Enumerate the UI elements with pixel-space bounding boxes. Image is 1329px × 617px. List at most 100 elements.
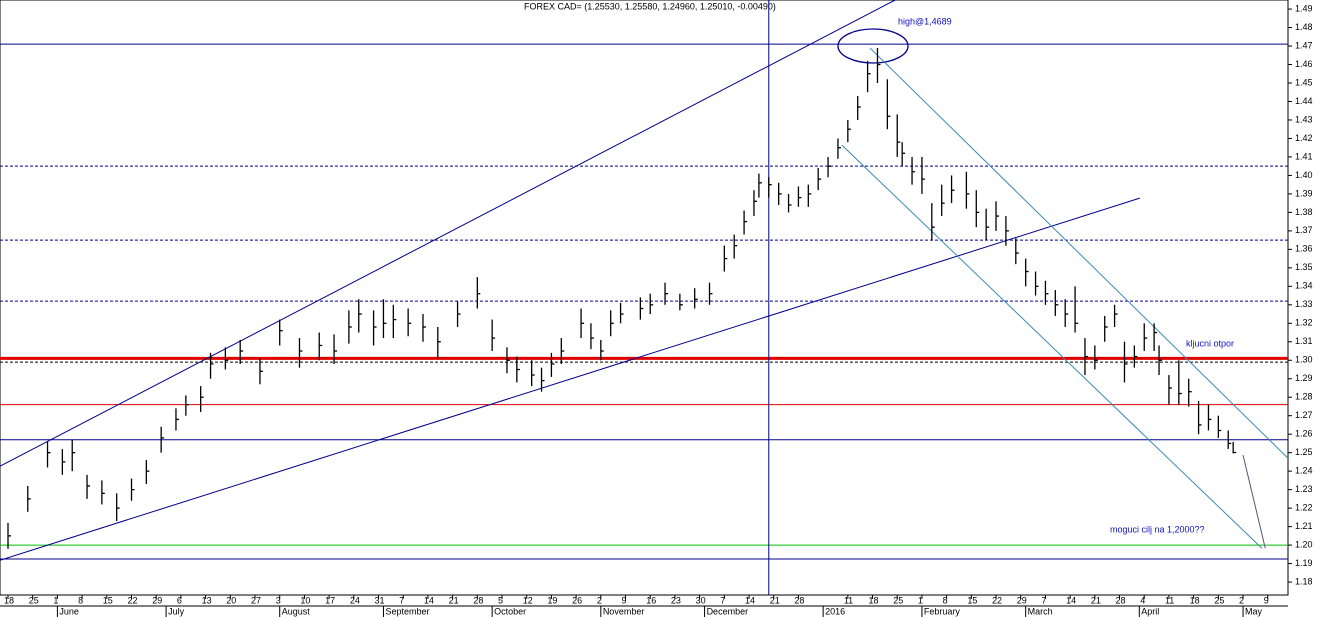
y-tick-label: 1.25: [1295, 447, 1313, 457]
x-tick-label: 1: [918, 595, 923, 605]
x-tick-label: 17: [325, 595, 335, 605]
x-tick-label: 18: [1190, 595, 1200, 605]
x-tick-label: 11: [1165, 595, 1174, 605]
x-tick-label: 14: [1066, 595, 1076, 605]
x-tick-label: 11: [844, 595, 853, 605]
x-tick-label: 13: [202, 595, 212, 605]
month-label: November: [603, 606, 645, 616]
y-tick-label: 1.29: [1295, 373, 1313, 383]
x-tick-label: 2: [597, 595, 602, 605]
x-tick-label: 21: [1091, 595, 1101, 605]
y-tick-label: 1.38: [1295, 207, 1313, 217]
y-tick-label: 1.49: [1295, 3, 1313, 13]
x-tick-label: 18: [869, 595, 879, 605]
x-tick-label: 21: [449, 595, 459, 605]
x-tick-label: 3: [276, 595, 281, 605]
x-tick-label: 2: [1239, 595, 1244, 605]
x-tick-label: 16: [646, 595, 656, 605]
x-tick-label: 26: [572, 595, 582, 605]
x-tick-label: 9: [1264, 595, 1269, 605]
x-tick-label: 19: [547, 595, 557, 605]
trend-line: [0, 197, 1140, 561]
y-tick-label: 1.22: [1295, 503, 1313, 513]
y-tick-label: 1.35: [1295, 262, 1313, 272]
month-label: July: [168, 606, 185, 616]
annotation: kljucni otpor: [1186, 338, 1234, 348]
x-tick-label: 15: [967, 595, 977, 605]
y-tick-label: 1.30: [1295, 355, 1313, 365]
x-tick-label: 7: [399, 595, 404, 605]
month-label: September: [385, 606, 429, 616]
trend-line: [841, 144, 1263, 549]
x-tick-label: 28: [1116, 595, 1126, 605]
y-tick-label: 1.44: [1295, 96, 1313, 106]
x-tick-label: 15: [103, 595, 113, 605]
y-tick-label: 1.19: [1295, 558, 1313, 568]
x-tick-label: 22: [128, 595, 138, 605]
chart-title: FOREX CAD= (1.25530, 1.25580, 1.24960, 1…: [524, 1, 776, 11]
x-tick-label: 29: [1017, 595, 1027, 605]
month-label: October: [494, 606, 526, 616]
x-tick-label: 27: [251, 595, 261, 605]
x-tick-label: 4: [1140, 595, 1145, 605]
y-tick-label: 1.33: [1295, 299, 1313, 309]
x-tick-label: 9: [622, 595, 627, 605]
y-tick-label: 1.37: [1295, 225, 1313, 235]
y-tick-label: 1.47: [1295, 40, 1313, 50]
month-label: August: [282, 606, 311, 616]
y-tick-label: 1.23: [1295, 484, 1313, 494]
annotation: moguci cilj na 1,2000??: [1110, 524, 1205, 534]
x-tick-label: 28: [794, 595, 804, 605]
x-tick-label: 22: [992, 595, 1002, 605]
x-tick-label: 31: [375, 595, 385, 605]
x-tick-label: 28: [473, 595, 483, 605]
y-tick-label: 1.48: [1295, 22, 1313, 32]
high-circle: [837, 28, 909, 64]
x-tick-label: 6: [177, 595, 182, 605]
y-tick-label: 1.32: [1295, 318, 1313, 328]
trend-line: [0, 0, 896, 467]
x-tick-label: 25: [29, 595, 39, 605]
y-tick-label: 1.43: [1295, 114, 1313, 124]
x-tick-label: 5: [498, 595, 503, 605]
y-tick-label: 1.40: [1295, 170, 1313, 180]
y-tick-label: 1.18: [1295, 576, 1313, 586]
x-tick-label: 25: [893, 595, 903, 605]
annotation: high@1,4689: [898, 16, 952, 26]
x-tick-label: 1: [53, 595, 58, 605]
month-label: April: [1141, 606, 1159, 616]
x-tick-label: 29: [152, 595, 162, 605]
x-tick-label: 24: [350, 595, 360, 605]
y-tick-label: 1.41: [1295, 151, 1313, 161]
y-tick-label: 1.20: [1295, 539, 1313, 549]
y-tick-label: 1.21: [1295, 521, 1313, 531]
y-tick-label: 1.46: [1295, 59, 1313, 69]
x-tick-label: 18: [4, 595, 14, 605]
x-tick-label: 10: [300, 595, 310, 605]
x-tick-label: 25: [1214, 595, 1224, 605]
x-tick-label: 21: [770, 595, 780, 605]
trend-line: [1242, 454, 1266, 549]
y-tick-label: 1.31: [1295, 336, 1313, 346]
x-tick-label: 30: [696, 595, 706, 605]
trend-line: [869, 47, 1289, 459]
x-tick-label: 8: [78, 595, 83, 605]
x-tick-label: 14: [745, 595, 755, 605]
x-tick-label: 23: [671, 595, 681, 605]
month-label: 2016: [825, 606, 845, 616]
x-tick-label: 8: [943, 595, 948, 605]
month-label: December: [707, 606, 749, 616]
y-tick-label: 1.42: [1295, 133, 1313, 143]
y-tick-label: 1.26: [1295, 429, 1313, 439]
month-label: May: [1245, 606, 1263, 616]
x-tick-label: 20: [226, 595, 236, 605]
month-label: June: [59, 606, 79, 616]
x-tick-label: 14: [424, 595, 434, 605]
y-tick-label: 1.39: [1295, 188, 1313, 198]
month-label: February: [924, 606, 961, 616]
y-tick-label: 1.24: [1295, 466, 1313, 476]
plot-frame: [0, 0, 1289, 596]
x-tick-label: 7: [720, 595, 725, 605]
y-tick-label: 1.34: [1295, 281, 1313, 291]
